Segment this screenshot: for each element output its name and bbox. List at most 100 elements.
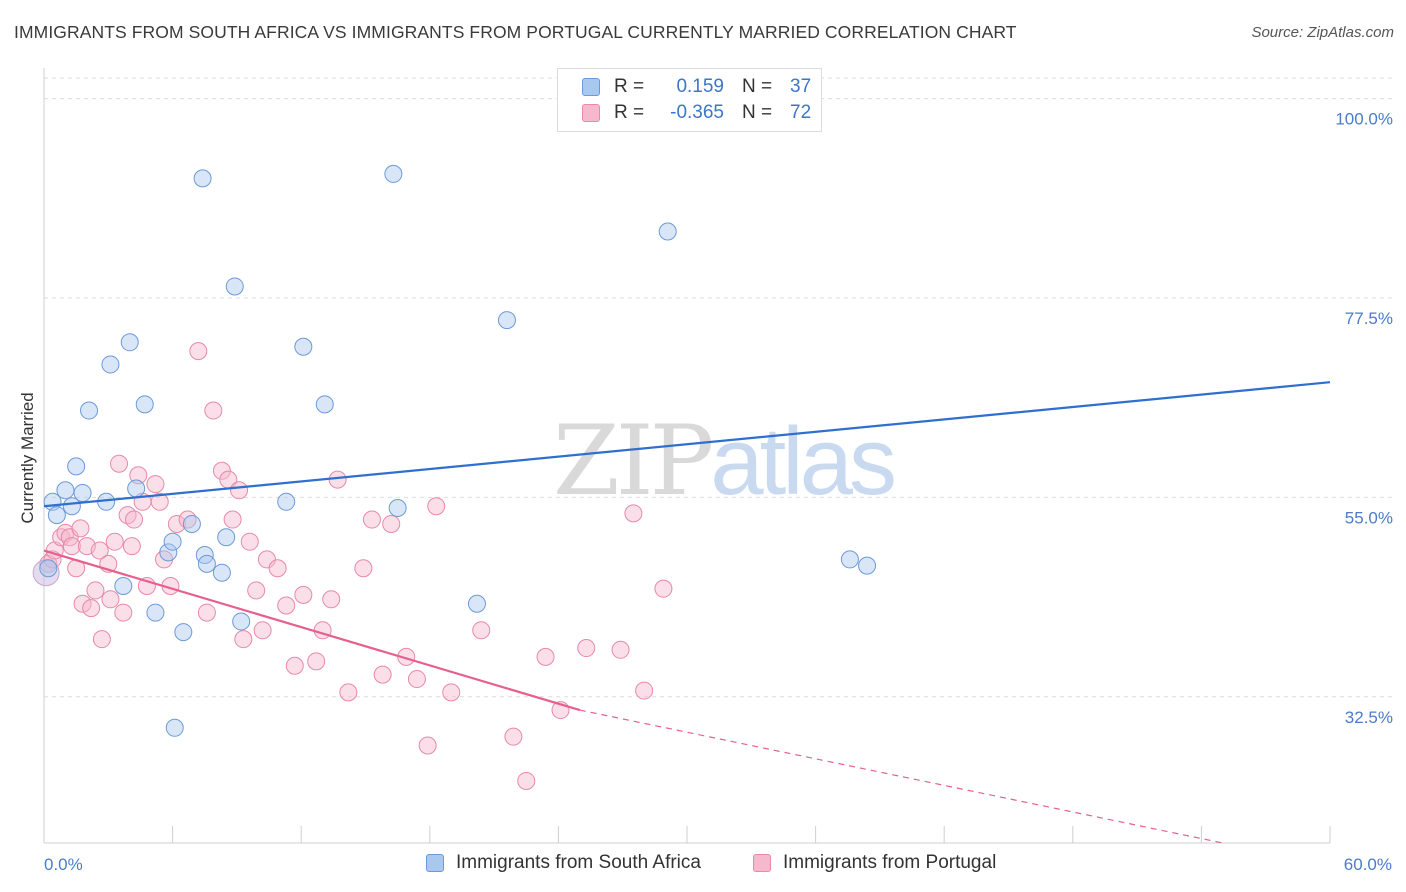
point-portugal [247,581,266,600]
x-tick-label-min: 0.0% [44,855,83,874]
x-tick-label-max: 60.0% [1344,855,1392,874]
point-south-africa [315,395,334,414]
point-portugal [73,594,92,613]
point-portugal [407,670,426,689]
point-portugal [294,585,313,604]
legend-r-value-portugal: -0.365 [670,102,724,123]
legend-r-label: R = [614,102,645,123]
bottom-legend-label-portugal: Immigrants from Portugal [783,852,997,873]
bottom-legend-portugal: Immigrants from Portugal [753,852,996,874]
point-south-africa [193,169,212,188]
point-portugal [635,681,654,700]
point-portugal [322,590,341,609]
point-south-africa [135,395,154,414]
point-portugal [354,559,373,578]
correlation-legend: R = 0.159 N = 37 R = -0.365 N = 72 [557,68,822,132]
point-south-africa [163,532,182,551]
point-south-africa [165,718,184,737]
point-portugal [92,630,111,649]
point-south-africa [225,277,244,296]
point-portugal [373,665,392,684]
legend-row-south-africa: R = 0.159 N = 37 [582,76,811,98]
point-portugal [110,454,129,473]
trend-line-south-africa [43,381,1331,508]
bottom-legend-south-africa: Immigrants from South Africa [426,852,701,874]
legend-r-label: R = [614,76,645,97]
point-south-africa [858,556,877,575]
point-south-africa [182,514,201,533]
point-portugal [71,519,90,538]
point-portugal [101,590,120,609]
bottom-legend-swatch-portugal [753,854,771,872]
point-portugal [105,532,124,551]
point-portugal [114,603,133,622]
point-portugal [257,550,276,569]
point-portugal [654,579,673,598]
legend-n-value-portugal: 72 [790,102,812,123]
point-south-africa [658,222,677,241]
y-tick-label: 100.0% [1335,110,1393,129]
point-south-africa [197,554,216,573]
point-portugal [268,559,287,578]
point-portugal [234,630,253,649]
point-portugal [240,532,259,551]
point-portugal [86,581,105,600]
point-south-africa [232,612,251,631]
chart-title: IMMIGRANTS FROM SOUTH AFRICA VS IMMIGRAN… [14,22,1017,42]
y-axis-title: Currently Married [18,392,37,523]
point-portugal [382,514,401,533]
point-portugal [230,481,249,500]
legend-r-value-south-africa: 0.159 [676,76,724,97]
point-portugal [189,342,208,361]
point-portugal [204,401,223,420]
point-portugal [277,596,296,615]
legend-swatch-south-africa [582,78,600,96]
point-portugal [307,652,326,671]
point-portugal [90,541,109,560]
bottom-legend-label-south-africa: Immigrants from South Africa [456,852,701,873]
point-portugal [167,514,186,533]
bottom-legend-swatch-south-africa [426,854,444,872]
point-portugal [442,683,461,702]
point-portugal [285,656,304,675]
point-portugal [362,510,381,529]
point-portugal [472,621,491,640]
point-portugal [62,537,81,556]
point-south-africa [62,497,81,516]
point-south-africa [73,483,92,502]
point-portugal [150,492,169,511]
point-portugal [122,537,141,556]
point-portugal [328,470,347,489]
point-south-africa [80,401,99,420]
point-portugal [577,639,596,658]
legend-n-label: N = [742,102,773,123]
point-portugal [517,771,536,790]
point-south-africa [195,545,214,564]
point-south-africa [217,528,236,547]
legend-n-value-south-africa: 37 [790,76,812,97]
point-south-africa [384,164,403,183]
point-south-africa [101,355,120,374]
point-portugal [504,727,523,746]
trend-line-portugal-extension [579,709,1223,844]
point-portugal [339,683,358,702]
point-south-africa [212,563,231,582]
y-tick-label: 32.5% [1345,708,1393,727]
point-portugal [223,510,242,529]
point-south-africa [467,594,486,613]
point-south-africa [497,311,516,330]
point-south-africa [39,559,58,578]
point-south-africa [388,499,407,518]
point-south-africa [159,543,178,562]
point-south-africa [114,577,133,595]
point-south-africa [47,506,66,525]
point-portugal [60,528,79,547]
point-portugal [125,510,144,529]
point-portugal [82,599,101,618]
point-portugal [624,504,643,523]
point-portugal [427,497,446,516]
point-south-africa [277,492,296,511]
source-label: Source: ZipAtlas.com [1251,24,1394,41]
point-portugal [129,466,148,485]
point-portugal [418,736,437,755]
